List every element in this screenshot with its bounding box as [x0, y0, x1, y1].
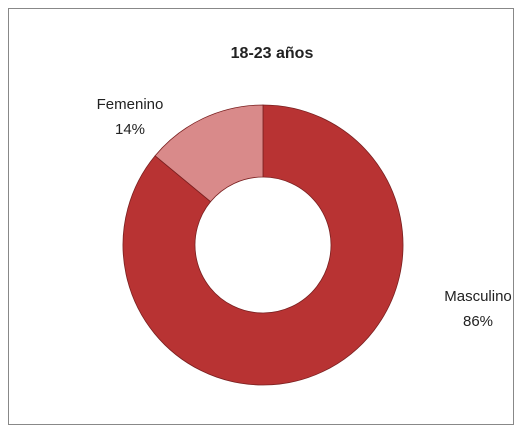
- slice-category-label: Masculino: [444, 288, 512, 305]
- slice: [154, 104, 264, 203]
- slice-value-label: 86%: [463, 313, 493, 330]
- slice: [122, 104, 404, 386]
- slice-category-label: Femenino: [97, 96, 164, 113]
- chart-title: 18-23 años: [231, 45, 314, 62]
- slice-value-label: 14%: [115, 121, 145, 138]
